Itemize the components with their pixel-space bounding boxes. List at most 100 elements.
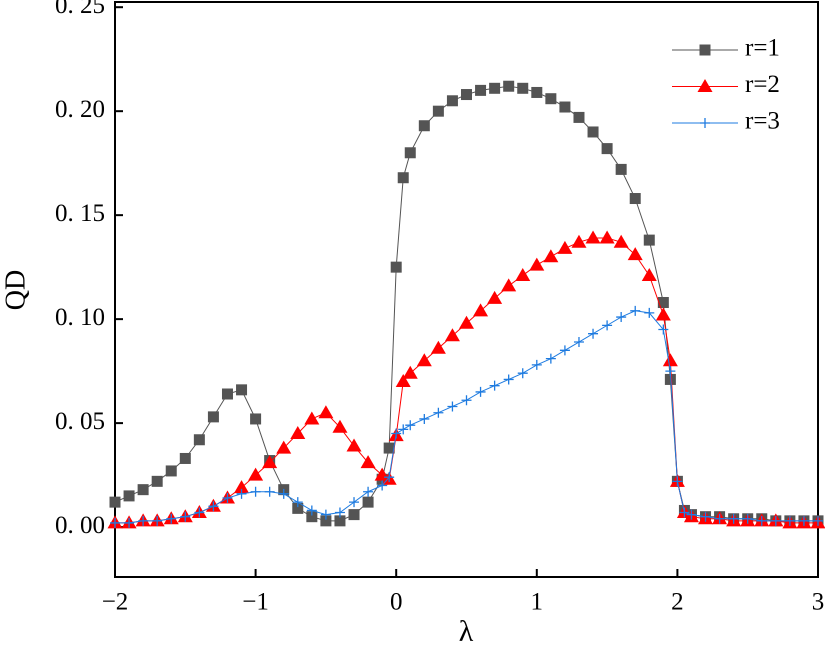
marker [700,118,710,128]
marker [403,366,418,379]
legend-label: r=2 [745,71,780,98]
marker [152,476,163,487]
marker [194,434,205,445]
marker [391,262,402,273]
marker [602,143,613,154]
marker [433,106,444,117]
marker [445,328,460,341]
y-axis-label: QD [0,270,31,310]
marker [630,193,641,204]
marker [518,368,528,378]
marker [642,268,657,281]
marker [529,258,544,271]
marker [138,484,149,495]
marker [124,490,135,501]
marker [363,497,374,508]
y-tick-label: 0. 25 [55,0,105,19]
marker [473,303,488,316]
marker [573,112,584,123]
series-line [115,238,818,523]
marker [501,278,516,291]
marker [588,329,598,339]
marker [586,231,601,244]
marker [166,465,177,476]
marker [398,424,408,434]
marker [663,353,678,366]
marker [515,268,530,281]
marker [265,487,275,497]
marker [487,291,502,304]
marker [349,497,359,507]
marker [546,354,556,364]
marker [304,411,319,424]
marker [644,235,655,246]
marker [431,341,446,354]
marker [571,235,586,248]
marker [363,487,373,497]
marker [543,249,558,262]
marker [447,401,457,411]
marker [616,164,627,175]
marker [658,297,669,308]
legend-label: r=1 [745,35,780,62]
marker [180,453,191,464]
marker [559,102,570,113]
legend-label: r=3 [745,108,780,135]
marker [656,307,671,320]
marker [602,320,612,330]
marker [417,353,432,366]
marker [318,405,333,418]
marker [251,487,261,497]
y-tick-label: 0. 05 [55,408,105,435]
marker [545,93,556,104]
marker [349,509,360,520]
x-tick-label: −1 [242,589,269,616]
y-tick-label: 0. 15 [55,200,105,227]
x-tick-label: 1 [531,589,544,616]
marker [503,81,514,92]
marker [248,468,263,481]
marker [517,83,528,94]
marker [698,79,713,92]
marker [490,381,500,391]
marker [531,87,542,98]
plot-frame [115,2,818,577]
marker [628,247,643,260]
marker [614,235,629,248]
marker [110,497,121,508]
series-line [115,86,818,521]
marker [475,85,486,96]
marker [476,387,486,397]
marker [630,306,640,316]
x-tick-label: 3 [812,589,825,616]
x-tick-label: −2 [102,589,129,616]
marker [419,414,429,424]
marker [616,312,626,322]
marker [560,345,570,355]
marker [462,395,472,405]
marker [447,95,458,106]
x-tick-label: 0 [390,589,403,616]
y-tick-label: 0. 10 [55,304,105,331]
marker [489,83,500,94]
y-tick-label: 0. 20 [55,96,105,123]
marker [700,45,711,56]
marker [532,360,542,370]
marker [398,172,409,183]
marker [574,337,584,347]
series-line [115,311,818,523]
marker [557,241,572,254]
marker [236,384,247,395]
marker [208,411,219,422]
marker [459,316,474,329]
marker [433,408,443,418]
x-axis-label: λ [459,615,474,648]
marker [504,374,514,384]
x-tick-label: 2 [671,589,684,616]
marker [405,147,416,158]
marker [347,438,362,451]
marker [222,388,233,399]
marker [600,231,615,244]
marker [588,126,599,137]
